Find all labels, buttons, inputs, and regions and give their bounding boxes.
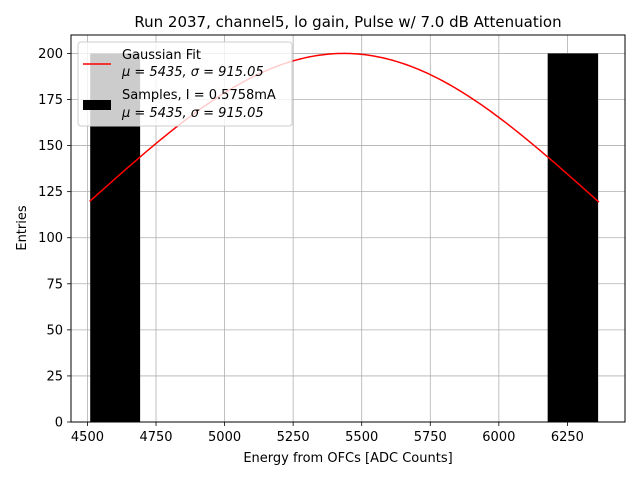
x-axis-label: Energy from OFCs [ADC Counts]	[243, 451, 452, 466]
y-tick-label: 25	[46, 369, 63, 384]
y-tick-label: 50	[46, 323, 63, 338]
y-tick-label: 150	[38, 139, 63, 154]
legend-fit-sublabel: μ = 5435, σ = 915.05	[121, 65, 264, 80]
x-ticks-layer: 4500 4750 5000 5250 5500 5750 6000 6250	[71, 422, 584, 445]
x-tick-label: 5000	[208, 430, 241, 445]
y-ticks-layer: 0 25 50 75 100 125 150 175 200	[38, 47, 71, 431]
y-tick-label: 175	[38, 93, 63, 108]
legend-fit-label: Gaussian Fit	[122, 48, 201, 63]
gaussian-fit-line	[89, 52, 600, 203]
y-tick-label: 0	[55, 416, 63, 431]
x-tick-label: 6250	[551, 430, 584, 445]
chart-title: Run 2037, channel5, lo gain, Pulse w/ 7.…	[134, 13, 561, 31]
legend-samples-swatch	[83, 100, 111, 110]
x-tick-label: 4500	[71, 430, 104, 445]
y-tick-label: 200	[38, 47, 63, 62]
x-tick-label: 5250	[277, 430, 310, 445]
y-tick-label: 75	[46, 277, 63, 292]
x-tick-label: 4750	[139, 430, 172, 445]
x-tick-label: 5750	[414, 430, 447, 445]
y-axis-label: Entries	[15, 205, 30, 251]
histogram-bar	[547, 53, 599, 423]
plot-frame	[70, 34, 626, 423]
legend: Gaussian Fit μ = 5435, σ = 915.05 Sample…	[77, 41, 293, 127]
y-tick-label: 125	[38, 185, 63, 200]
fit-layer	[89, 52, 600, 203]
legend-samples-sublabel: μ = 5435, σ = 915.05	[121, 106, 264, 121]
y-tick-label: 100	[38, 231, 63, 246]
x-tick-label: 6000	[482, 430, 515, 445]
legend-samples-label: Samples, I = 0.5758mA	[122, 88, 276, 103]
x-tick-label: 5500	[345, 430, 378, 445]
legend-box	[77, 41, 293, 127]
